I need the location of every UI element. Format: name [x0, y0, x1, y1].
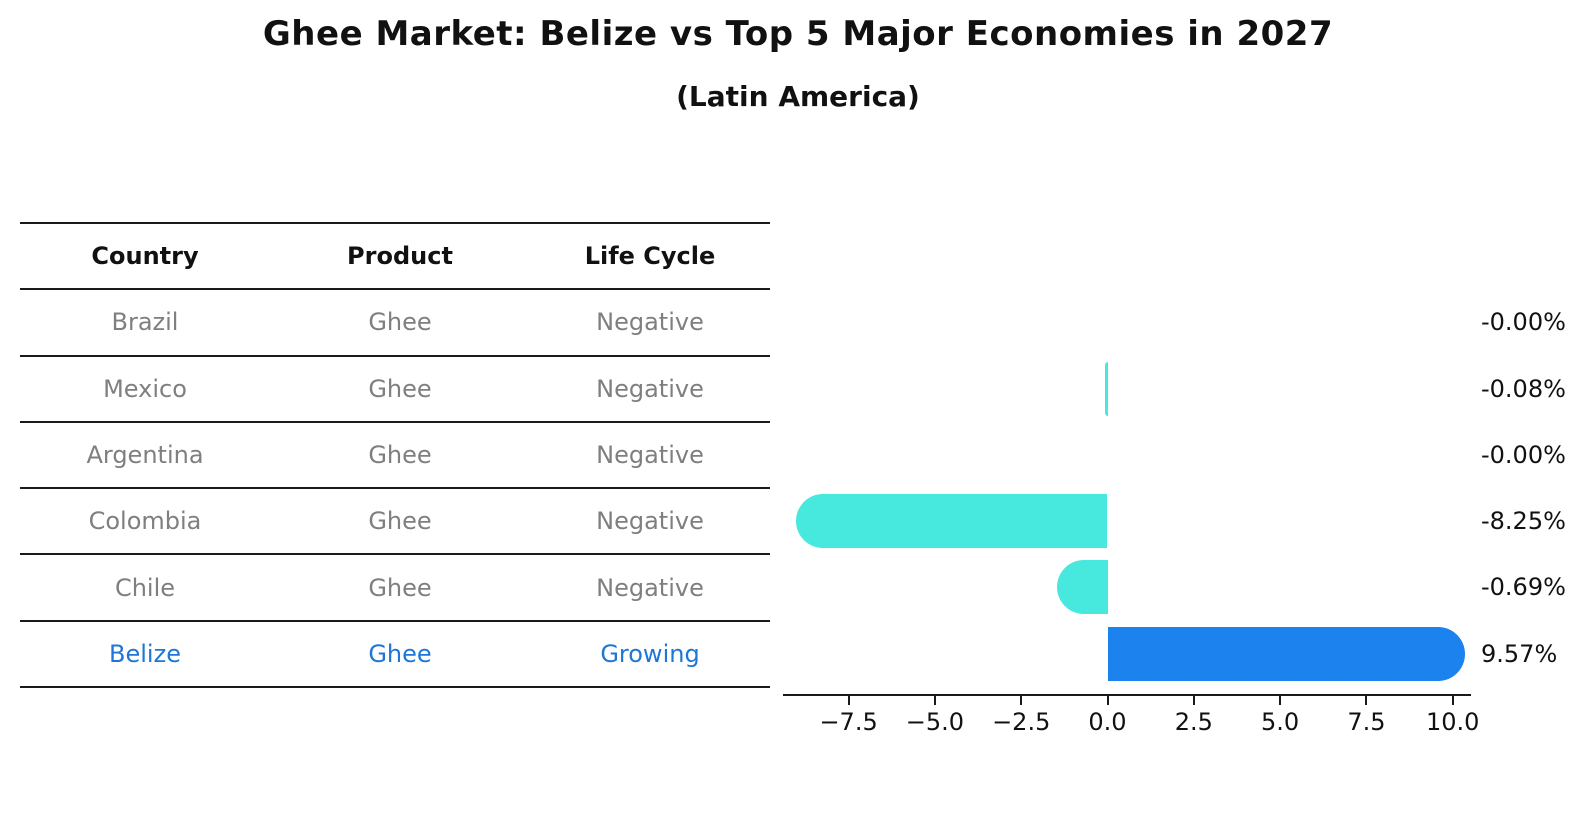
- table-row: Belize Ghee Growing: [20, 622, 770, 688]
- cell-product: Ghee: [368, 374, 432, 403]
- bar-value-label: -8.25%: [1481, 507, 1566, 536]
- x-tick: [933, 696, 936, 705]
- table-row: Argentina Ghee Negative: [20, 423, 770, 490]
- chart-subtitle: (Latin America): [676, 80, 920, 113]
- x-tick: [1451, 696, 1454, 705]
- x-axis-line: [783, 694, 1471, 696]
- chart-bar-mexico: [1104, 361, 1108, 416]
- cell-country: Mexico: [103, 374, 187, 403]
- cell-life-cycle: Negative: [596, 573, 704, 602]
- chart-bar-chile: [1056, 560, 1108, 615]
- cell-product: Ghee: [368, 308, 432, 337]
- cell-product: Ghee: [368, 639, 432, 668]
- bar-value-label: -0.08%: [1481, 374, 1566, 403]
- x-tick-label: 5.0: [1261, 708, 1300, 736]
- bar-value-label: 9.57%: [1481, 639, 1558, 668]
- x-tick-label: −2.5: [992, 708, 1051, 736]
- header-life-cycle: Life Cycle: [584, 242, 716, 271]
- x-tick: [1020, 696, 1023, 705]
- cell-life-cycle: Negative: [596, 507, 704, 536]
- header-product: Product: [347, 242, 453, 271]
- header-country: Country: [91, 242, 199, 271]
- x-tick: [1279, 696, 1282, 705]
- x-tick-label: −7.5: [819, 708, 878, 736]
- cell-life-cycle: Negative: [596, 440, 704, 469]
- country-table: Country Product Life Cycle Brazil Ghee Neg…: [20, 222, 770, 688]
- cell-life-cycle: Negative: [596, 308, 704, 337]
- table-header-row: Country Product Life Cycle: [20, 224, 770, 291]
- chart-title: Ghee Market: Belize vs Top 5 Major Econo…: [262, 14, 1334, 54]
- cell-product: Ghee: [368, 507, 432, 536]
- table-row: Mexico Ghee Negative: [20, 357, 770, 423]
- cell-product: Ghee: [368, 440, 432, 469]
- x-tick: [1365, 696, 1368, 705]
- x-tick-label: 7.5: [1347, 708, 1386, 736]
- bar-value-label: -0.00%: [1481, 308, 1566, 337]
- cell-life-cycle: Negative: [596, 374, 704, 403]
- table-row: Brazil Ghee Negative: [20, 290, 770, 357]
- bar-value-label: -0.00%: [1481, 440, 1566, 469]
- cell-country: Belize: [109, 639, 181, 668]
- x-tick-label: 10.0: [1426, 708, 1480, 736]
- cell-product: Ghee: [368, 573, 432, 602]
- table-row: Colombia Ghee Negative: [20, 489, 770, 556]
- table-row: Chile Ghee Negative: [20, 555, 770, 622]
- bar-value-label: -0.69%: [1481, 573, 1566, 602]
- x-tick-label: 2.5: [1174, 708, 1213, 736]
- cell-life-cycle: Growing: [600, 639, 700, 668]
- cell-country: Chile: [114, 573, 176, 602]
- cell-country: Colombia: [88, 507, 202, 536]
- x-tick-label: −5.0: [905, 708, 965, 736]
- chart-bar-colombia: [795, 494, 1108, 549]
- chart-bar-belize: [1107, 626, 1465, 681]
- cell-country: Brazil: [111, 308, 179, 337]
- cell-country: Argentina: [86, 440, 204, 469]
- x-tick: [1192, 696, 1195, 705]
- x-tick: [847, 696, 850, 705]
- x-tick: [1106, 696, 1109, 705]
- x-tick-label: 0.0: [1088, 708, 1127, 736]
